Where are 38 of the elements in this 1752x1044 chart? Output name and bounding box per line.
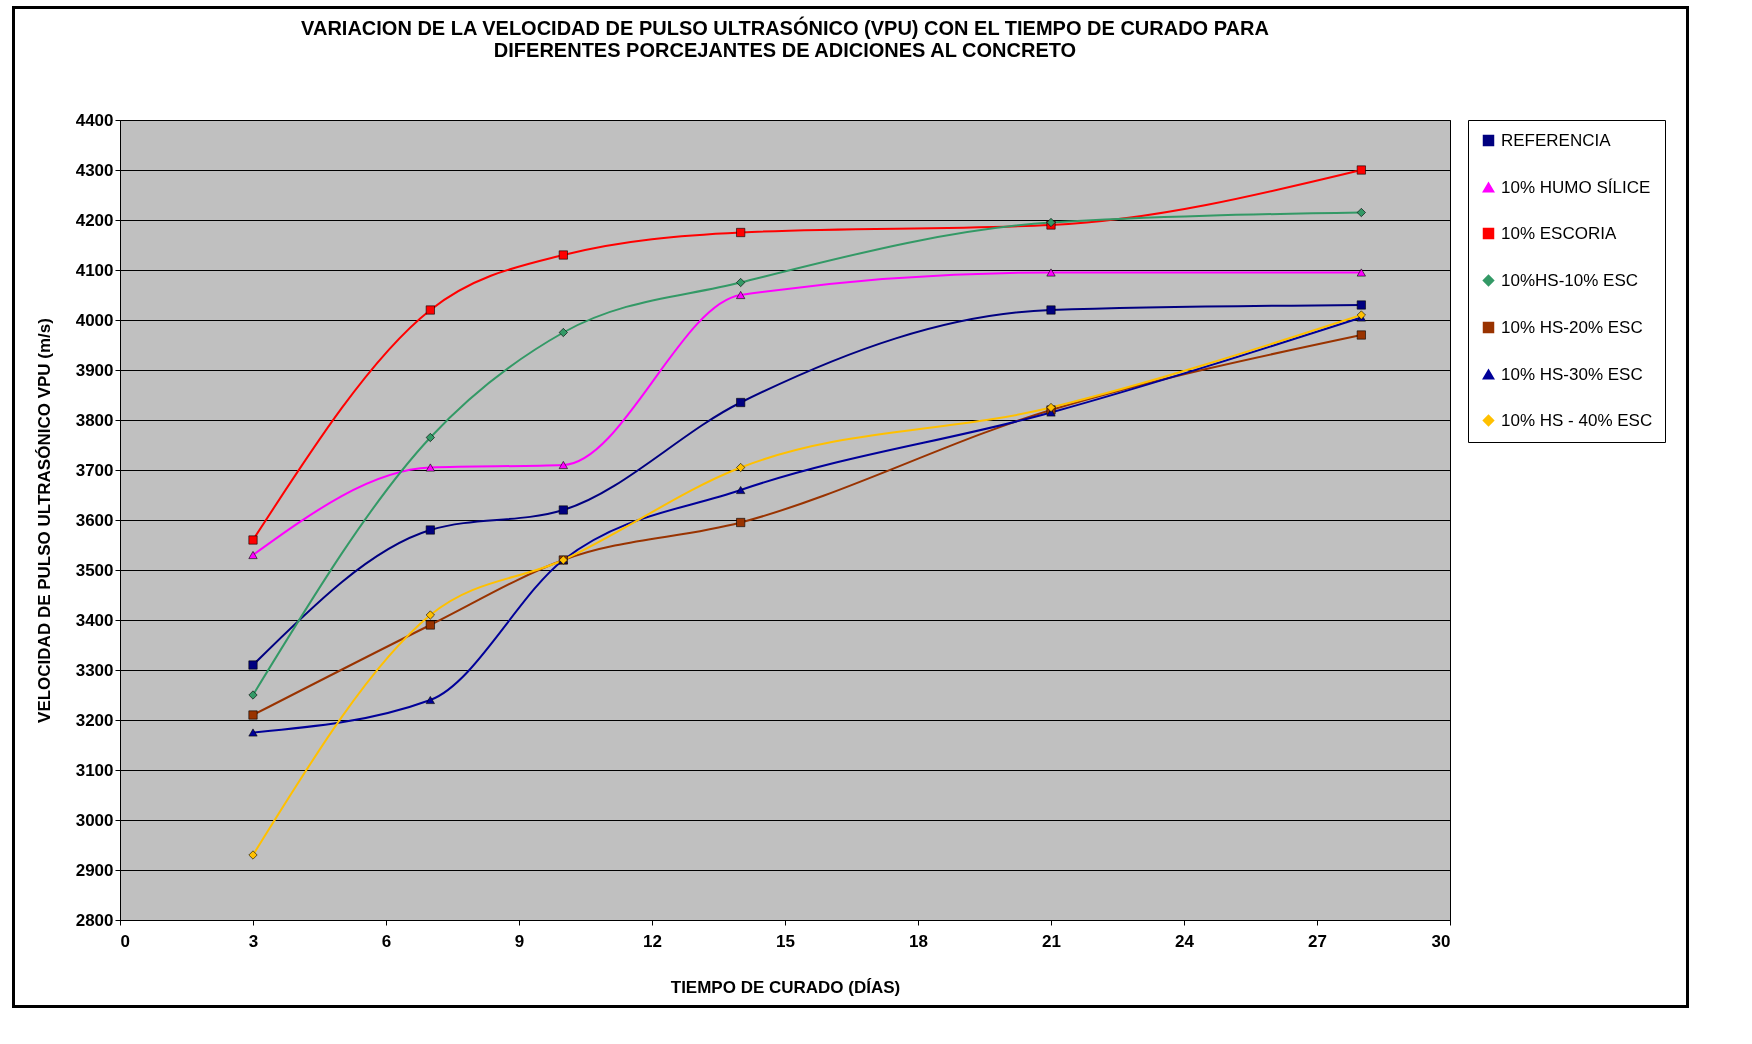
y-tick-label: 3800 [75, 410, 114, 430]
legend-label: 10%HS-10% ESC [1501, 270, 1639, 290]
y-tick-label: 3500 [75, 560, 114, 580]
x-tick-label: 27 [1308, 931, 1327, 951]
x-tick-label: 30 [1431, 931, 1451, 951]
y-tick-label: 4000 [75, 310, 114, 330]
x-tick-label: 6 [381, 931, 392, 951]
y-tick-label: 3900 [75, 360, 114, 380]
legend-label: 10% HS - 40% ESC [1501, 410, 1653, 430]
y-tick-label: 3100 [75, 760, 114, 780]
legend-label: 10% HS-20% ESC [1501, 317, 1643, 337]
x-tick-label: 18 [909, 931, 928, 951]
x-tick-label: 15 [776, 931, 795, 951]
y-tick-label: 3000 [75, 810, 114, 830]
legend-label: 10% HUMO SÍLICE [1501, 177, 1651, 197]
y-tick-label: 4300 [75, 160, 114, 180]
x-tick-label: 21 [1042, 931, 1061, 951]
x-tick-label: 24 [1175, 931, 1195, 951]
x-tick-label: 3 [248, 931, 259, 951]
y-tick-label: 3600 [75, 510, 114, 530]
legend-label: 10% ESCORIA [1501, 223, 1617, 243]
y-tick-label: 4200 [75, 210, 114, 230]
y-tick-label: 4100 [75, 260, 114, 280]
y-tick-label: 3700 [75, 460, 114, 480]
y-tick-label: 2800 [75, 910, 114, 930]
y-axis-title: VELOCIDAD DE PULSO ULTRASÓNICO VPU (m/s) [34, 318, 54, 723]
x-tick-label: 12 [643, 931, 662, 951]
legend-label: REFERENCIA [1501, 130, 1612, 150]
x-tick-label: 9 [514, 931, 525, 951]
y-tick-label: 3300 [75, 660, 114, 680]
x-axis-title: TIEMPO DE CURADO (DÍAS) [670, 977, 901, 997]
x-tick-label: 0 [120, 931, 130, 951]
y-tick-label: 4400 [75, 110, 114, 130]
chart-title: VARIACION DE LA VELOCIDAD DE PULSO ULTRASÓNICO (VPU) CON EL TIEMPO DE CURADO PARA DIFERENTES PORCEJANTES DE ADICIONES AL CONCRETO [301, 16, 1269, 61]
y-tick-label: 3400 [75, 610, 114, 630]
legend-label: 10% HS-30% ESC [1501, 364, 1643, 384]
y-tick-label: 2900 [75, 860, 114, 880]
y-tick-label: 3200 [75, 710, 114, 730]
